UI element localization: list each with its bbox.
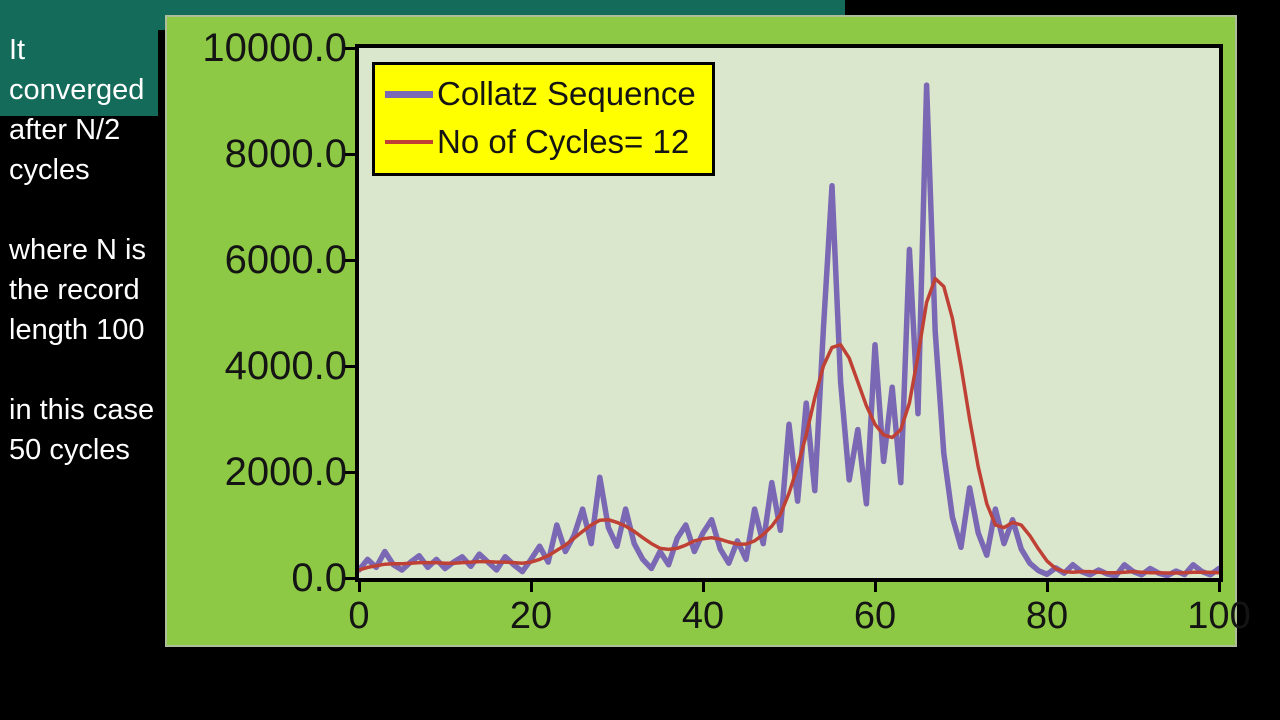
y-tick-label: 0.0 (291, 556, 347, 600)
y-tick-label: 10000.0 (202, 26, 347, 70)
y-tick-mark (345, 152, 355, 156)
legend-label-cycles: No of Cycles= 12 (437, 123, 690, 160)
cycles-average-line (359, 276, 1219, 575)
narration-text: It converged after N/2 cycles where N is… (9, 30, 167, 510)
narration-paragraph-2: where N is the record length 100 (9, 234, 146, 346)
narration-paragraph-3: in this case 50 cycles (9, 394, 155, 466)
chart-panel: 10000.0 8000.0 6000.0 4000.0 2000.0 0.0 0 20 40… (165, 15, 1251, 647)
legend-entry-cycles: No of Cycles= 12 (385, 121, 696, 163)
legend-entry-collatz: Collatz Sequence (385, 73, 696, 115)
y-tick-mark (345, 46, 355, 50)
y-tick-label: 8000.0 (224, 132, 347, 176)
x-tick-label: 40 (681, 595, 725, 637)
y-tick-mark (345, 470, 355, 474)
collatz-line-swatch (385, 90, 433, 98)
cycles-line-swatch (385, 140, 433, 144)
x-tick-label: 20 (509, 595, 553, 637)
y-tick-label: 2000.0 (224, 450, 347, 494)
x-tick-mark (873, 582, 877, 592)
chart-legend: Collatz Sequence No of Cycles= 12 (372, 62, 715, 176)
narration-paragraph-1: It converged after N/2 cycles (9, 34, 145, 186)
x-tick-label: 0 (348, 595, 370, 637)
y-tick-mark (345, 364, 355, 368)
x-tick-label: 60 (853, 595, 897, 637)
y-tick-label: 4000.0 (224, 344, 347, 388)
x-tick-mark (357, 582, 361, 592)
x-tick-mark (1045, 582, 1049, 592)
plot-area-svg (359, 82, 1219, 578)
y-tick-mark (345, 576, 355, 580)
x-tick-mark (1217, 582, 1221, 592)
y-tick-mark (345, 258, 355, 262)
legend-label-collatz: Collatz Sequence (437, 75, 696, 112)
x-tick-label: 80 (1025, 595, 1069, 637)
x-tick-mark (529, 582, 533, 592)
x-tick-mark (701, 582, 705, 592)
y-tick-label: 6000.0 (224, 238, 347, 282)
x-tick-label: 100 (1187, 595, 1251, 637)
teal-left-block (0, 0, 158, 116)
